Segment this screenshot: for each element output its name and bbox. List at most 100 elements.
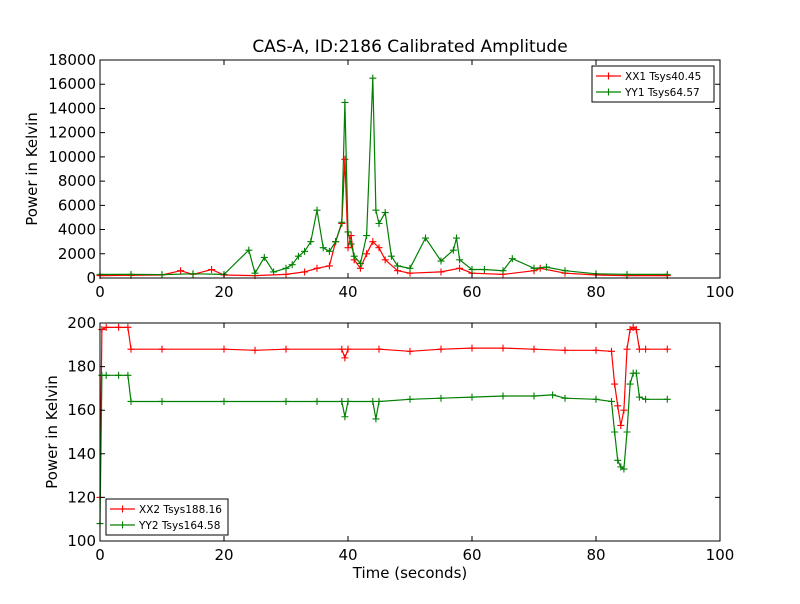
data-point [301,247,309,255]
y-tick-label: 140 [67,445,96,463]
data-point [338,218,346,226]
data-point [632,369,640,377]
data-point [251,346,259,354]
data-point [158,345,166,353]
data-point [530,345,538,353]
data-point [620,465,628,473]
y-axis-label: Power in Kelvin [43,375,61,489]
x-tick-label: 20 [214,546,233,564]
x-tick-label: 0 [95,283,105,301]
y-tick-label: 12000 [48,124,96,142]
y-tick-label: 6000 [58,196,96,214]
legend: XX2 Tsys188.16 YY2 Tsys164.58 [105,498,229,536]
data-point [341,413,349,421]
data-point [325,247,333,255]
top-panel: 0 20 40 60 80 100 0 2000 4000 6000 8000 10000 12000 1… [23,51,734,301]
data-point [626,380,634,388]
data-point [635,393,643,401]
data-point [356,259,364,267]
data-point [127,397,135,405]
data-point [406,264,414,272]
data-point [124,323,132,331]
data-point [369,238,377,246]
data-point [381,256,389,264]
data-point [325,262,333,270]
data-point [635,345,643,353]
data-point [614,402,622,410]
data-point [270,268,278,276]
x-tick-label: 100 [706,546,735,564]
data-point [102,323,110,331]
data-point [102,371,110,379]
data-point [663,270,671,278]
data-point [341,354,349,362]
data-point [338,397,346,405]
data-point [251,269,259,277]
data-point [437,268,445,276]
data-point [480,266,488,274]
legend-marker [605,88,612,96]
data-point [456,264,464,272]
data-point [642,395,650,403]
data-point [245,246,253,254]
legend-label: YY1 Tsys64.57 [624,87,700,99]
legend-box [105,498,229,536]
data-point [549,391,557,399]
x-tick-label: 20 [214,283,233,301]
legend: XX1 Tsys40.45 YY1 Tsys64.57 [591,65,715,103]
data-point [344,397,352,405]
data-point [115,371,123,379]
data-point [220,397,228,405]
data-point [437,394,445,402]
data-point [338,345,346,353]
data-point [499,392,507,400]
data-point [530,264,538,272]
y-tick-label: 18000 [48,51,96,69]
data-point [375,244,383,252]
data-point [406,395,414,403]
data-point [508,255,516,263]
axes-frame [99,59,721,279]
data-point [542,263,550,271]
data-point [127,345,135,353]
data-point [623,428,631,436]
data-point [387,252,395,260]
y-tick-label: 4000 [58,221,96,239]
data-point [189,270,197,278]
data-point [642,345,650,353]
data-point [375,345,383,353]
data-point [437,257,445,265]
y-axis-label: Power in Kelvin [23,112,41,226]
legend-box [591,65,715,103]
y-tick-label: 160 [67,401,96,419]
x-tick-label: 40 [338,546,357,564]
data-point [608,347,615,355]
data-point [294,252,302,260]
series-1-1 [96,369,671,528]
y-tick-label: 16000 [48,75,96,93]
data-point [614,456,622,464]
data-point [449,246,457,254]
data-point [375,220,383,227]
x-tick-label: 40 [338,283,357,301]
data-point [124,371,132,379]
data-point [282,397,290,405]
x-tick-label: 80 [586,546,605,564]
data-point [341,98,349,106]
data-point [422,234,429,242]
y-tick-label: 0 [86,269,96,287]
data-point [301,268,309,276]
data-point [561,267,569,275]
y-tick-label: 10000 [48,148,96,166]
data-point [468,266,476,274]
data-point [369,74,377,82]
data-point [332,238,340,246]
series-0-1 [96,74,671,279]
data-point [177,267,185,275]
data-point [632,326,640,334]
data-point [611,380,619,388]
data-point [499,267,507,275]
data-point [127,270,135,278]
